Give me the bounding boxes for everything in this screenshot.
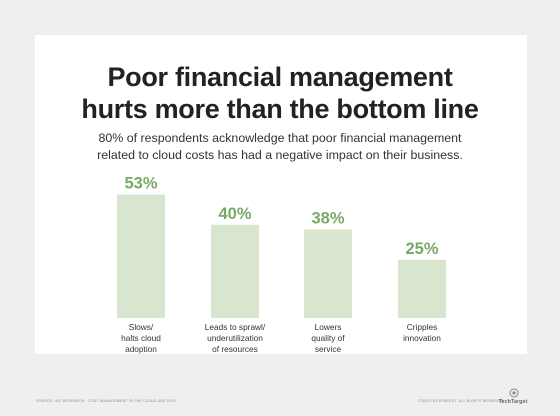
value-label-4: 25% [405, 240, 438, 258]
value-label-3: 38% [311, 209, 344, 227]
bar-2 [211, 224, 259, 318]
chart-subtitle: 80% of respondents acknowledge that poor… [0, 130, 560, 164]
logo-mark-icon [509, 388, 519, 398]
subtitle-line-2: related to cloud costs has had a negativ… [97, 148, 463, 162]
chart-title: Poor financial management hurts more tha… [0, 61, 560, 125]
copyright-note: ©2020 TECHTARGET. ALL RIGHTS RESERVED [418, 399, 505, 403]
techtarget-logo: TechTarget [494, 388, 532, 408]
bar-1 [117, 194, 165, 318]
title-line-2: hurts more than the bottom line [81, 94, 479, 124]
bar-4 [398, 259, 446, 318]
bar-3 [304, 229, 352, 318]
category-label-2: Leads to sprawl/ underutilization of res… [204, 322, 266, 354]
category-label-3: Lowers quality of service [311, 322, 345, 354]
logo-text: TechTarget [498, 399, 528, 405]
title-line-1: Poor financial management [107, 62, 453, 92]
category-label-4: Cripples innovation [403, 322, 441, 343]
value-label-2: 40% [218, 205, 251, 223]
subtitle-line-1: 80% of respondents acknowledge that poor… [98, 131, 462, 145]
source-note: SOURCE: 451 RESEARCH · COST MANAGEMENT I… [36, 399, 176, 403]
value-label-1: 53% [124, 175, 157, 193]
category-label-1: Slows/ halts cloud adoption [121, 322, 161, 354]
